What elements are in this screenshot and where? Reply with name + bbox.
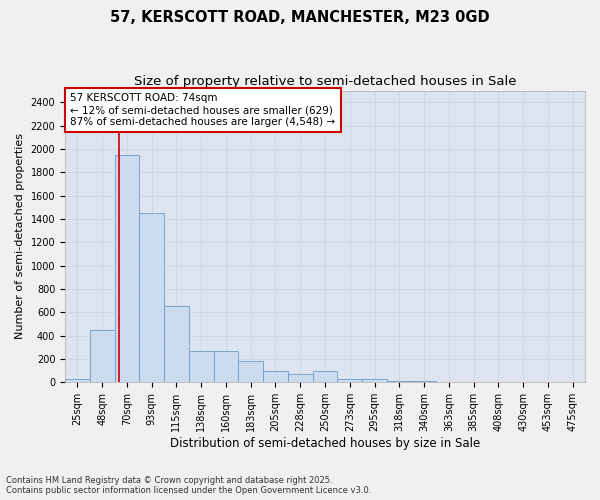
Bar <box>263 372 288 382</box>
Bar <box>164 306 189 382</box>
Bar <box>115 154 139 382</box>
Bar <box>238 362 263 382</box>
Bar <box>214 351 238 382</box>
Bar <box>90 330 115 382</box>
Bar <box>337 379 362 382</box>
Bar <box>288 374 313 382</box>
Bar <box>65 380 90 382</box>
Y-axis label: Number of semi-detached properties: Number of semi-detached properties <box>15 134 25 340</box>
Bar <box>139 213 164 382</box>
Text: 57, KERSCOTT ROAD, MANCHESTER, M23 0GD: 57, KERSCOTT ROAD, MANCHESTER, M23 0GD <box>110 10 490 25</box>
Bar <box>189 351 214 382</box>
Text: 57 KERSCOTT ROAD: 74sqm
← 12% of semi-detached houses are smaller (629)
87% of s: 57 KERSCOTT ROAD: 74sqm ← 12% of semi-de… <box>70 94 335 126</box>
Text: Contains HM Land Registry data © Crown copyright and database right 2025.
Contai: Contains HM Land Registry data © Crown c… <box>6 476 371 495</box>
Bar <box>362 379 387 382</box>
X-axis label: Distribution of semi-detached houses by size in Sale: Distribution of semi-detached houses by … <box>170 437 480 450</box>
Bar <box>313 370 337 382</box>
Title: Size of property relative to semi-detached houses in Sale: Size of property relative to semi-detach… <box>134 75 516 88</box>
